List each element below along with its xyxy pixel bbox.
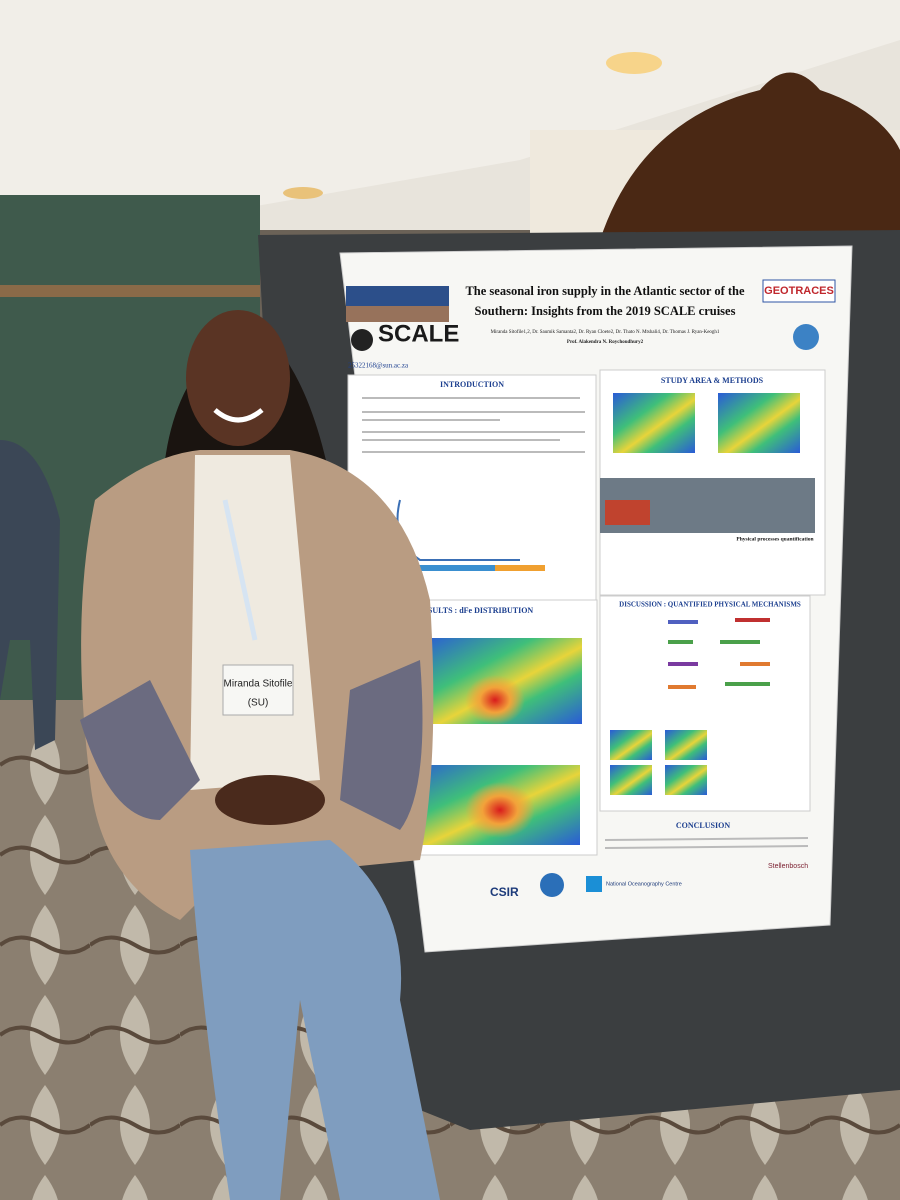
scale-logo-mark [351,329,373,351]
lanyard [222,499,258,641]
globe-logo [793,324,819,350]
map-figure [610,765,652,795]
face [186,310,290,446]
section-heading: RESULTS : dFe DISTRIBUTION [417,606,534,615]
footer-logo: National Oceanography Centre [606,881,682,887]
ceiling-light [283,187,323,199]
poster-title: Southern: Insights from the 2019 SCALE c… [475,304,736,318]
footer-logo: Stellenbosch [768,863,808,870]
photo-strip [605,500,650,525]
section-heading: STUDY AREA & METHODS [661,376,764,385]
ceiling-panel [0,0,900,235]
footer-logo-mark [540,873,564,897]
background-person [0,440,60,750]
partner-logo-box [762,279,836,303]
logo-text: SCALE [378,320,459,347]
sleeve [340,660,423,830]
map-figure [665,730,707,760]
jeans [190,840,440,1200]
partner-logo: GEOTRACES [764,285,834,297]
email: 25322168@sun.ac.za [348,362,409,370]
map-figure [610,730,652,760]
schematic-bar [495,565,545,571]
footer-logo: CSIR [490,885,519,899]
authors: Prof. Alakendra N. Roychoudhury2 [567,340,644,345]
body-text-lines [604,837,809,849]
map-figure [613,393,695,453]
section-heading: INTRODUCTION [440,380,504,389]
hands [215,775,325,825]
body-text-lines [362,397,585,453]
hotspot [465,782,535,838]
section-heading: DISCUSSION : QUANTIFIED PHYSICAL MECHANI… [619,601,801,609]
sunset [346,306,449,322]
name-tag-affiliation: (SU) [248,698,269,709]
wall-trim [0,285,260,297]
bar-figure [668,618,770,689]
footer-logo-mark [586,876,602,892]
sleeve [80,680,200,820]
name-tag-name: Miranda Sitofile [224,679,293,690]
hotspot [465,675,525,725]
schematic-bar [415,565,495,571]
subheading: Physical processes quantification [736,536,813,542]
authors: Miranda Sitofile1,2, Dr. Saumik Samanta2… [491,330,720,335]
ceiling-light [606,52,662,74]
smile [213,408,264,423]
poster-title: The seasonal iron supply in the Atlantic… [465,284,745,298]
wooden-cabinet [600,72,900,240]
name-tag [222,664,294,716]
section-heading: CONCLUSION [676,821,730,830]
map-figure [718,393,800,453]
map-figure [665,765,707,795]
